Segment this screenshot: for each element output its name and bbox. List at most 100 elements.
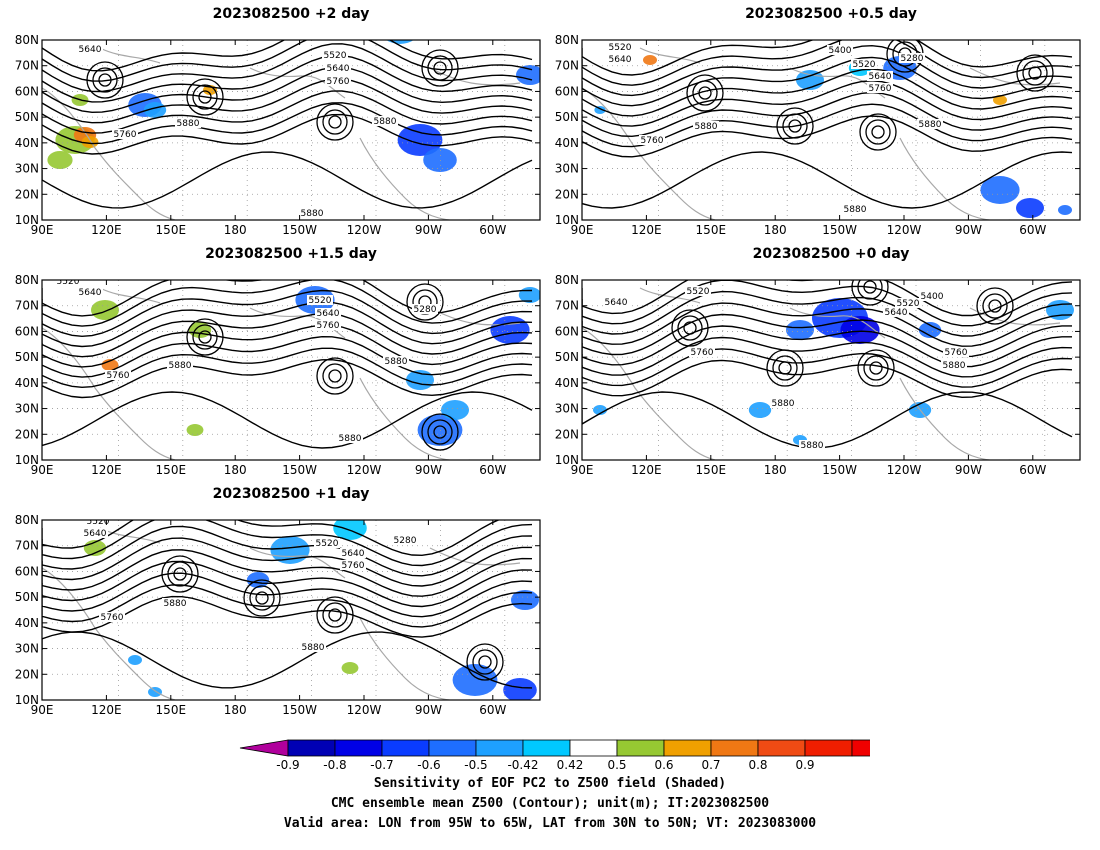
lon-tick-label: 150E bbox=[156, 703, 187, 717]
closed-contour bbox=[863, 355, 889, 381]
closed-contour bbox=[316, 357, 354, 395]
lat-tick-label: 30N bbox=[15, 642, 39, 656]
closed-contour bbox=[766, 349, 804, 387]
caption-line-3: Valid area: LON from 95W to 65W, LAT fro… bbox=[283, 816, 817, 831]
closed-contour bbox=[316, 103, 354, 141]
lon-tick-label: 180 bbox=[224, 463, 247, 477]
lon-tick-label: 120W bbox=[887, 463, 922, 477]
contour-label: 5640 bbox=[869, 72, 892, 82]
lon-tick-label: 180 bbox=[224, 703, 247, 717]
lat-tick-label: 20N bbox=[15, 187, 39, 201]
panel-title-p05: 2023082500 +0.5 day bbox=[745, 6, 917, 22]
closed-contour bbox=[167, 561, 193, 587]
lon-tick-label: 90E bbox=[571, 463, 594, 477]
lat-tick-label: 50N bbox=[15, 590, 39, 604]
closed-contour bbox=[433, 61, 447, 75]
z500-contour bbox=[42, 537, 532, 587]
panel-title-p0: 2023082500 +0 day bbox=[752, 246, 910, 262]
lat-tick-label: 60N bbox=[15, 84, 39, 98]
z500-contour bbox=[582, 40, 1073, 76]
closed-contour bbox=[683, 321, 697, 335]
contour-label: 5520 bbox=[687, 287, 710, 297]
z500-contour bbox=[582, 115, 1073, 158]
colorbar-tick-label: -0.8 bbox=[323, 758, 346, 772]
lat-tick-label: 80N bbox=[555, 33, 579, 47]
z500-contour bbox=[582, 348, 1073, 388]
contour-label: 5760 bbox=[869, 84, 892, 94]
lon-tick-label: 180 bbox=[764, 223, 787, 237]
z500-contour bbox=[582, 44, 1073, 97]
panel-title-p2: 2023082500 +2 day bbox=[212, 6, 370, 22]
colorbar-tick-label: -0.9 bbox=[276, 758, 299, 772]
lat-tick-label: 60N bbox=[15, 564, 39, 578]
lat-tick-label: 10N bbox=[555, 213, 579, 227]
lat-tick-label: 50N bbox=[555, 110, 579, 124]
z500-contour bbox=[42, 631, 533, 689]
closed-contour bbox=[328, 115, 342, 129]
lat-tick-label: 30N bbox=[555, 402, 579, 416]
z500-contour bbox=[42, 560, 533, 608]
colorbar: -0.9 -0.8 -0.7 -0.6 -0.5 -0.42 0.42 0.5 0.6 0.7 0.… bbox=[239, 739, 870, 772]
colorbar-swatch bbox=[475, 739, 524, 757]
lat-tick-label: 20N bbox=[15, 427, 39, 441]
caption-line-1: Sensitivity of EOF PC2 to Z500 field (Sh… bbox=[373, 776, 727, 791]
closed-contour bbox=[869, 361, 883, 375]
closed-contour bbox=[472, 649, 498, 675]
z500-contour bbox=[42, 66, 533, 114]
contour-label: 5880 bbox=[844, 205, 867, 215]
closed-contour bbox=[161, 555, 199, 593]
lon-tick-label: 150W bbox=[822, 223, 857, 237]
z500-contour bbox=[42, 312, 533, 358]
lon-tick-label: 90W bbox=[415, 223, 442, 237]
z500-contour bbox=[582, 40, 1073, 86]
z500-contour bbox=[42, 520, 533, 567]
closed-contour bbox=[98, 73, 112, 87]
contour-label: 5760 bbox=[107, 371, 130, 381]
z500-contour bbox=[582, 151, 1073, 209]
z500-contour bbox=[582, 91, 1073, 138]
z500-contour bbox=[42, 90, 533, 134]
lat-tick-label: 40N bbox=[15, 616, 39, 630]
lat-tick-label: 60N bbox=[555, 84, 579, 98]
lat-tick-label: 10N bbox=[555, 453, 579, 467]
lon-tick-label: 90W bbox=[415, 463, 442, 477]
closed-contour bbox=[249, 585, 275, 611]
colorbar-swatch bbox=[334, 739, 383, 757]
contour-label: 5880 bbox=[339, 434, 362, 444]
colorbar-swatch bbox=[287, 739, 336, 757]
contour-label: 5880 bbox=[164, 599, 187, 609]
z500-contour bbox=[42, 549, 533, 597]
colorbar-swatch bbox=[804, 739, 853, 757]
closed-contour bbox=[788, 119, 802, 133]
closed-contour bbox=[322, 363, 348, 389]
z500-contour bbox=[42, 520, 501, 557]
closed-contour bbox=[243, 579, 281, 617]
lat-tick-label: 80N bbox=[15, 513, 39, 527]
lon-tick-label: 120E bbox=[91, 463, 122, 477]
colorbar-swatch bbox=[381, 739, 430, 757]
lon-tick-label: 90E bbox=[31, 703, 54, 717]
lon-tick-label: 90E bbox=[31, 463, 54, 477]
closed-contour bbox=[328, 369, 342, 383]
map-panel-p0: 5640552055205400564057605880576058805880… bbox=[555, 273, 1081, 477]
colorbar-swatch bbox=[663, 739, 712, 757]
closed-contour bbox=[772, 355, 798, 381]
closed-contour bbox=[421, 49, 459, 87]
closed-contour bbox=[692, 80, 718, 106]
map-panel-p05: 5520 5640 5400 5280 5520 5640 5760 5880 5760 5880… bbox=[555, 33, 1081, 237]
z500-contour bbox=[42, 113, 533, 155]
closed-contour bbox=[776, 107, 814, 145]
lat-tick-label: 70N bbox=[555, 59, 579, 73]
lat-tick-label: 80N bbox=[15, 33, 39, 47]
closed-contour bbox=[871, 125, 885, 139]
lon-tick-label: 150E bbox=[696, 223, 727, 237]
contour-label: 5880 bbox=[695, 122, 718, 132]
lon-tick-label: 150W bbox=[282, 223, 317, 237]
contour-label: 5880 bbox=[301, 209, 324, 219]
lon-tick-label: 150E bbox=[156, 463, 187, 477]
closed-contour bbox=[976, 287, 1014, 325]
contour-label: 5280 bbox=[414, 305, 437, 315]
map-panel-p2: 5640 5520 5640 5760 5760 5880 5880 5880 80N 70N 60… bbox=[15, 33, 541, 237]
closed-contour bbox=[857, 349, 895, 387]
closed-contour bbox=[859, 113, 897, 151]
